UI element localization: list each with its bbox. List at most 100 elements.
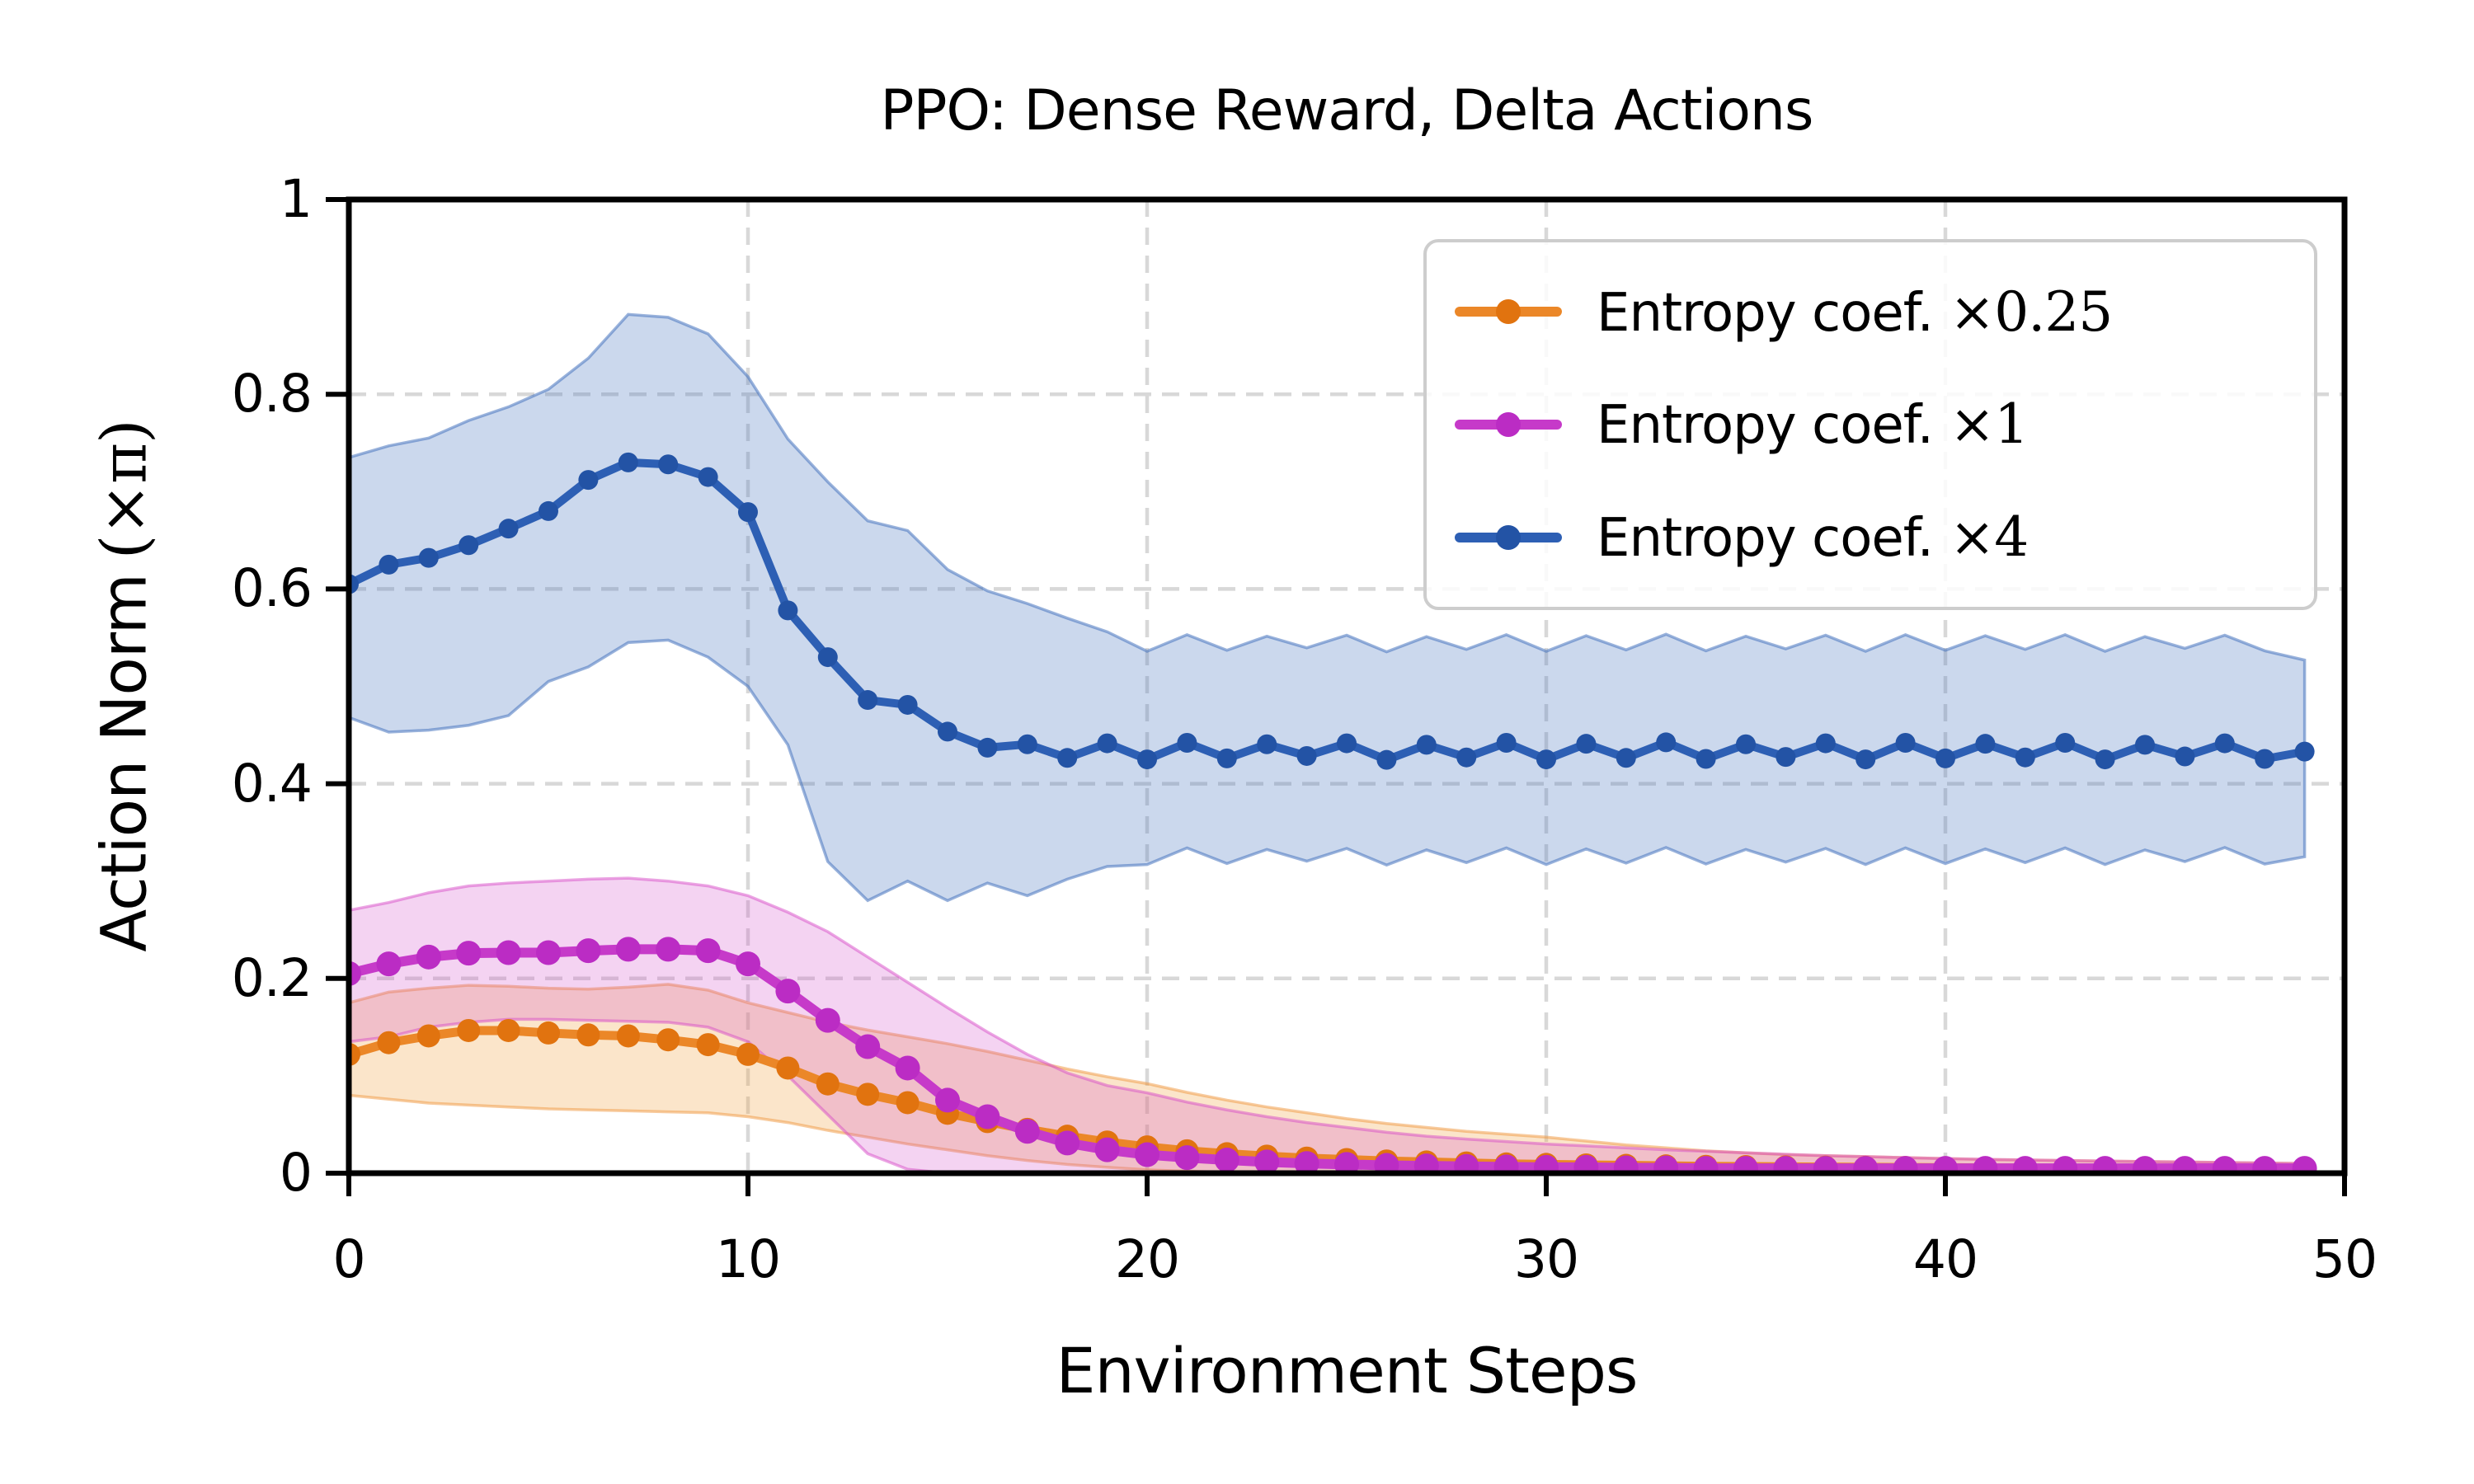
entropy-coef-x4-marker	[858, 690, 878, 711]
entropy-coef-x4-marker	[1097, 733, 1117, 754]
entropy-coef-x4-marker	[2095, 749, 2115, 770]
entropy-coef-x0.25-marker	[816, 1072, 840, 1096]
entropy-coef-x4-marker	[2175, 746, 2195, 767]
entropy-coef-x1-marker	[1254, 1149, 1280, 1173]
entropy-coef-x0.25-marker	[616, 1024, 640, 1048]
legend: Entropy coef. ×0.25 Entropy coef. ×1 Entro…	[1423, 239, 2317, 610]
entropy-coef-x1-marker	[855, 1034, 881, 1059]
entropy-coef-x1-marker	[1773, 1156, 1799, 1173]
entropy-coef-x1-marker	[2133, 1156, 2157, 1173]
entropy-coef-x4-marker	[1017, 734, 1037, 754]
legend-entry-entropy-x4: Entropy coef. ×4	[1455, 505, 2286, 569]
entropy-coef-x1-marker	[1893, 1156, 1918, 1173]
entropy-coef-x1-marker	[536, 940, 561, 965]
entropy-coef-x4-marker	[1696, 749, 1716, 769]
entropy-coef-x4-markers	[349, 452, 2315, 770]
legend-entry-entropy-x0.25: Entropy coef. ×0.25	[1455, 280, 2286, 344]
entropy-coef-x1-marker	[815, 1007, 840, 1033]
entropy-coef-x4-marker	[897, 694, 918, 715]
entropy-coef-x1-marker	[1573, 1154, 1599, 1173]
entropy-coef-x1-band	[349, 876, 2307, 1173]
entropy-coef-x1-marker	[1014, 1119, 1040, 1144]
entropy-coef-x1-marker	[615, 937, 641, 962]
entropy-coef-x1-marker	[2292, 1156, 2317, 1173]
entropy-coef-x1-marker	[775, 979, 801, 1004]
entropy-coef-x0.25-marker	[416, 1024, 440, 1048]
plot-frame	[346, 196, 2348, 1176]
entropy-coef-x1-marker	[2053, 1156, 2078, 1173]
y-tick-label: 0.2	[231, 947, 313, 1008]
y-axis-label-math: (×π)	[87, 420, 161, 560]
entropy-coef-x1-marker	[1534, 1154, 1559, 1173]
entropy-coef-x4-marker	[2255, 749, 2275, 769]
entropy-coef-x4-marker	[2294, 741, 2315, 762]
entropy-coef-x4-marker	[738, 502, 758, 523]
entropy-coef-x1-marker	[456, 941, 482, 966]
entropy-coef-x1-marker	[416, 944, 441, 970]
entropy-coef-x4-marker	[1376, 749, 1397, 770]
y-tick-label: 1	[279, 169, 313, 229]
entropy-coef-x1-marker	[2012, 1156, 2038, 1173]
entropy-coef-x1-marker	[736, 951, 760, 977]
entropy-coef-x0.25-marker	[377, 1031, 401, 1054]
entropy-coef-x1-marker	[1174, 1145, 1200, 1171]
entropy-coef-x1-marker	[376, 951, 402, 977]
entropy-coef-x0.25-marker	[696, 1033, 720, 1057]
entropy-coef-x0.25-marker	[856, 1082, 880, 1106]
entropy-coef-x1-marker	[1413, 1153, 1439, 1173]
entropy-coef-x1-marker	[1973, 1156, 1998, 1173]
entropy-coef-x1-marker	[1613, 1155, 1639, 1173]
x-tick-label: 20	[1114, 1229, 1180, 1289]
legend-line-marker-icon-orange	[1455, 299, 1562, 325]
entropy-coef-x4-marker	[1216, 748, 1237, 768]
entropy-coef-x1-marker	[496, 940, 521, 965]
entropy-coef-x1-marker	[935, 1087, 960, 1113]
entropy-coef-x1-marker	[1094, 1137, 1120, 1162]
entropy-coef-x1-marker	[2212, 1156, 2237, 1173]
entropy-coef-x1-marker	[1055, 1130, 1080, 1156]
entropy-coef-x1-markers	[349, 937, 2317, 1173]
x-tick-label: 10	[715, 1229, 781, 1289]
chart-title: PPO: Dense Reward, Delta Actions	[880, 78, 1814, 143]
entropy-coef-x1-marker	[1135, 1142, 1159, 1167]
entropy-coef-x0.25-marker	[896, 1091, 920, 1115]
entropy-coef-x0.25-marker	[776, 1056, 800, 1080]
entropy-coef-x4-marker	[618, 452, 638, 472]
entropy-coef-x4-marker	[1536, 749, 1556, 770]
entropy-coef-x1-marker	[656, 937, 681, 962]
entropy-coef-x0.25-marker	[576, 1023, 600, 1047]
entropy-coef-x4-marker	[1456, 747, 1477, 768]
entropy-coef-x1-marker	[1653, 1155, 1679, 1173]
entropy-coef-x4-marker	[1935, 748, 1955, 768]
entropy-coef-x4-marker	[977, 737, 998, 758]
entropy-coef-x1-marker	[1733, 1156, 1758, 1173]
entropy-coef-x4-marker	[698, 467, 718, 487]
entropy-coef-x1-marker	[1294, 1151, 1319, 1173]
entropy-coef-x4-marker	[578, 470, 599, 491]
entropy-coef-x4-marker	[1416, 735, 1437, 755]
entropy-coef-x1-marker	[1374, 1153, 1399, 1173]
entropy-coef-x4-marker	[1736, 734, 1756, 754]
entropy-coef-x1-marker	[1933, 1156, 1958, 1173]
entropy-coef-x0.25-marker	[537, 1021, 560, 1045]
entropy-coef-x1-marker	[1214, 1148, 1239, 1173]
entropy-coef-x4-marker	[1895, 732, 1916, 753]
y-tick-label: 0.6	[231, 558, 313, 619]
entropy-coef-x4-marker	[1815, 733, 1836, 754]
entropy-coef-x4-marker	[1496, 732, 1517, 753]
entropy-coef-x1-marker	[975, 1104, 1000, 1129]
entropy-coef-x4-marker	[658, 454, 679, 475]
axes-frame	[326, 196, 2348, 1196]
entropy-coef-x4-marker	[418, 547, 439, 568]
entropy-coef-x0.25-marker	[736, 1042, 760, 1066]
x-tick-label: 0	[332, 1229, 365, 1289]
entropy-coef-x4-marker	[817, 647, 838, 668]
entropy-coef-x4-marker	[2015, 747, 2035, 768]
entropy-coef-x1-marker	[695, 938, 721, 964]
entropy-coef-x4-marker	[1576, 734, 1597, 754]
entropy-coef-x1-marker	[1853, 1156, 1879, 1173]
y-tick-label: 0.8	[231, 364, 313, 425]
entropy-coef-x4-marker	[1296, 745, 1317, 766]
